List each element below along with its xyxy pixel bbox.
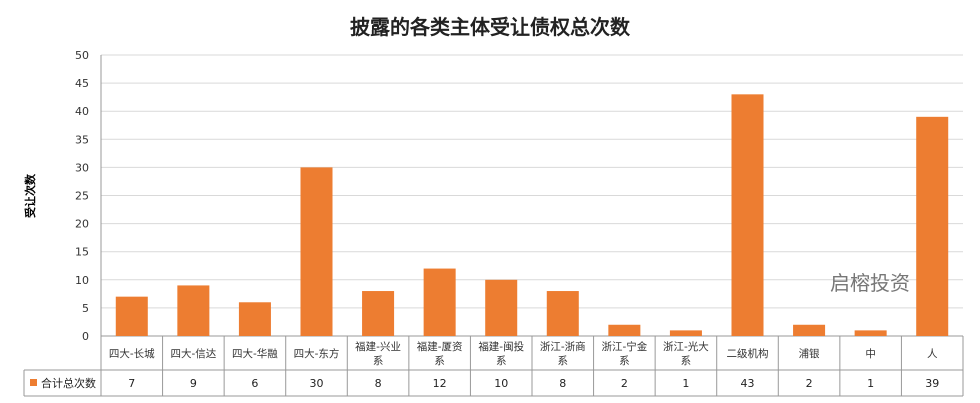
bar	[485, 279, 518, 336]
x-tick-label: 系	[558, 355, 569, 367]
x-tick-label: 二级机构	[727, 347, 769, 360]
data-table-value: 2	[621, 377, 628, 390]
x-tick-label: 浙江-光大	[663, 340, 709, 353]
x-tick-label: 系	[619, 355, 630, 367]
x-tick-label: 浦银	[799, 347, 820, 360]
data-table-value: 9	[190, 377, 197, 390]
y-tick-label: 5	[82, 302, 89, 315]
data-table-value: 2	[806, 377, 813, 390]
y-tick-label: 10	[75, 274, 89, 287]
y-tick-label: 40	[75, 105, 89, 118]
x-tick-label: 系	[373, 355, 384, 367]
bar	[115, 296, 148, 336]
data-table-value: 1	[682, 377, 689, 390]
x-tick-label: 系	[681, 355, 692, 367]
data-table-value: 39	[925, 377, 939, 390]
data-table-value: 10	[494, 377, 508, 390]
x-tick-label: 福建-闽投	[478, 340, 524, 353]
x-tick-label: 浙江-宁金	[601, 340, 647, 353]
bar	[669, 330, 702, 336]
bar	[916, 116, 949, 336]
x-tick-label: 四大-长城	[109, 347, 155, 360]
x-tick-label: 中	[865, 347, 876, 360]
bar	[793, 324, 826, 336]
bar	[608, 324, 641, 336]
x-tick-label: 系	[496, 355, 507, 367]
bar	[731, 94, 764, 336]
y-tick-label: 30	[75, 161, 89, 174]
y-tick-label: 50	[75, 49, 89, 62]
bar	[238, 302, 271, 336]
bar	[300, 167, 333, 336]
data-table-value: 12	[433, 377, 447, 390]
data-table-value: 7	[128, 377, 135, 390]
data-table-value: 8	[559, 377, 566, 390]
data-table-value: 8	[375, 377, 382, 390]
x-tick-label: 人	[927, 348, 938, 360]
y-tick-label: 0	[82, 330, 89, 343]
bar	[546, 291, 579, 336]
legend-label: 合计总次数	[41, 376, 96, 390]
bar	[177, 285, 210, 336]
x-tick-label: 福建-兴业	[355, 340, 401, 353]
y-tick-label: 15	[75, 246, 89, 259]
x-tick-label: 浙江-浙商	[540, 340, 586, 353]
y-tick-label: 35	[75, 133, 89, 146]
y-axis-label: 受让次数	[23, 173, 37, 218]
x-tick-label: 四大-东方	[294, 347, 340, 360]
bar	[854, 330, 887, 336]
x-tick-label: 系	[434, 355, 445, 367]
watermark: 启榕投资	[830, 271, 910, 295]
bar	[423, 268, 456, 336]
x-tick-label: 福建-厦资	[417, 340, 463, 353]
y-tick-label: 45	[75, 77, 89, 90]
data-table-value: 30	[310, 377, 324, 390]
chart-title: 披露的各类主体受让债权总次数	[350, 15, 631, 39]
legend-key	[30, 379, 37, 386]
y-tick-label: 25	[75, 190, 89, 203]
data-table-value: 43	[741, 377, 755, 390]
data-table-value: 1	[867, 377, 874, 390]
x-tick-label: 四大-华融	[232, 347, 278, 360]
x-tick-label: 四大-信达	[170, 347, 216, 360]
y-tick-label: 20	[75, 218, 89, 231]
data-table-value: 6	[251, 377, 258, 390]
bar	[362, 291, 395, 336]
